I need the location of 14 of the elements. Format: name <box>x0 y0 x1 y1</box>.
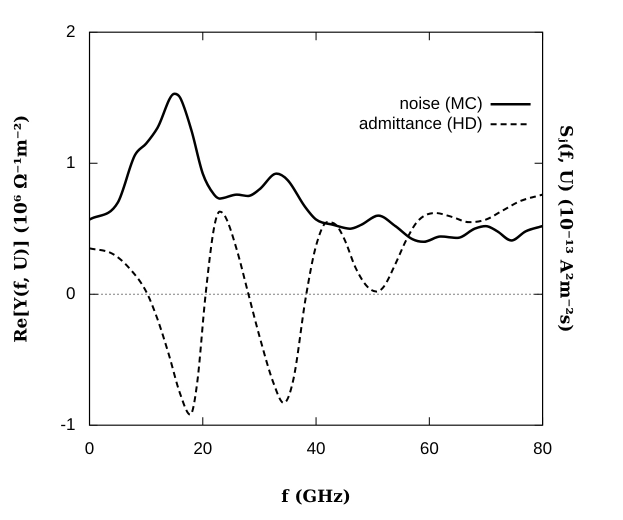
legend-label: noise (MC) <box>399 94 483 113</box>
x-tick-label: 20 <box>193 439 212 458</box>
y-tick-label: 2 <box>66 22 76 41</box>
legend-label: admittance (HD) <box>358 114 483 133</box>
y-tick-label: -1 <box>60 414 76 434</box>
x-tick-label: 80 <box>533 439 552 458</box>
y-tick-label: 1 <box>66 152 76 172</box>
x-tick-label: 60 <box>420 439 439 458</box>
y2-axis-title: Sⱼ(f, U) (10⁻¹³ A²m⁻²s) <box>555 125 576 332</box>
y-axis-title: Re[Y(f, U)] (10⁶ Ω⁻¹m⁻²) <box>12 114 32 343</box>
y-tick-label: 0 <box>66 284 76 303</box>
x-tick-label: 0 <box>84 439 94 458</box>
x-tick-label: 40 <box>306 439 326 458</box>
x-axis-title: f (GHz) <box>281 487 351 508</box>
